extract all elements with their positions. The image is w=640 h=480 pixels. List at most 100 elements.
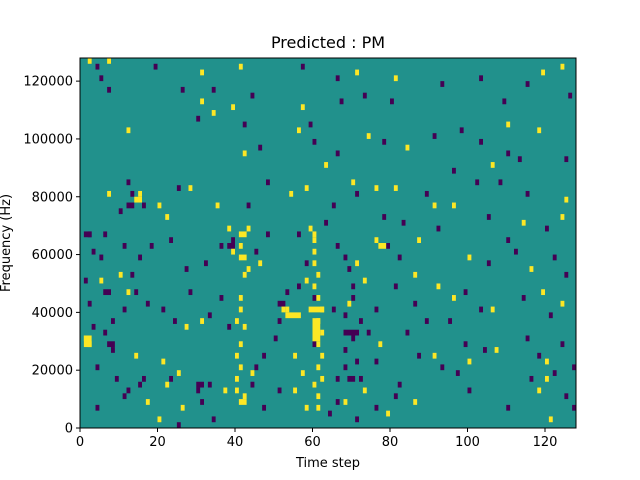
heatmap-cell-high [467, 358, 472, 365]
heatmap-cell-high [250, 370, 255, 376]
heatmap-cell-low [347, 375, 356, 382]
heatmap-cell-high [242, 323, 247, 330]
heatmap-cell-low [103, 289, 111, 296]
heatmap-cell-low [111, 347, 115, 353]
heatmap-cell-high [494, 347, 499, 353]
heatmap-cell-high [432, 352, 437, 359]
heatmap-cell-low [335, 243, 340, 249]
heatmap-cell-low [424, 190, 429, 197]
heatmap-cell-low [91, 323, 96, 330]
heatmap-cell-high [134, 352, 139, 359]
heatmap-cell-low [452, 167, 456, 174]
heatmap-cell-low [250, 92, 255, 99]
heatmap-cell-low [479, 138, 484, 145]
heatmap-cell-low [250, 381, 255, 388]
heatmap-cell-low [362, 92, 367, 99]
heatmap-cell-high [289, 190, 294, 197]
plot-background [80, 58, 576, 428]
heatmap-cell-low [382, 138, 387, 145]
heatmap-cell-low [130, 190, 135, 197]
y-tick-label: 40000 [32, 306, 73, 321]
heatmap-cell-high [238, 341, 243, 348]
heatmap-cell-high [231, 248, 236, 255]
heatmap-cell-low [397, 381, 402, 388]
heatmap-cell-low [184, 266, 189, 272]
heatmap-cell-high [99, 277, 104, 284]
heatmap-cell-low [211, 86, 216, 93]
x-axis-label: Time step [295, 456, 360, 471]
heatmap-cell-high [238, 399, 247, 405]
heatmap-cell-high [405, 144, 410, 151]
heatmap-cells [83, 58, 577, 428]
heatmap-cell-high [521, 219, 526, 226]
heatmap-cell-low [459, 127, 464, 134]
heatmap-cell-low [297, 231, 301, 238]
heatmap-cell-low [277, 387, 282, 394]
heatmap-cell-high [351, 179, 356, 186]
heatmap-cell-low [347, 266, 352, 272]
heatmap-cell-high [320, 329, 325, 336]
heatmap-cell-low [142, 202, 146, 209]
heatmap-cell-high [374, 185, 379, 191]
heatmap-cell-high [238, 254, 247, 261]
heatmap-cell-low [173, 318, 177, 324]
heatmap-cell-high [308, 225, 313, 232]
heatmap-cell-low [95, 364, 100, 371]
heatmap-cell-high [417, 237, 422, 243]
heatmap-cell-low [219, 243, 224, 249]
heatmap-cell-high [537, 387, 542, 394]
heatmap-cell-high [215, 202, 220, 209]
heatmap-cell-high [246, 225, 251, 232]
heatmap-cell-high [246, 266, 251, 272]
heatmap-cell-high [238, 364, 243, 371]
heatmap-cell-low [448, 318, 453, 324]
heatmap-cell-high [564, 196, 569, 203]
y-axis-label: Frequency (Hz) [0, 194, 14, 292]
heatmap-cell-low [440, 81, 445, 87]
heatmap-cell-low [145, 300, 150, 307]
heatmap-cell-low [103, 231, 108, 238]
heatmap-cell-low [413, 300, 418, 307]
heatmap-cell-low [405, 329, 410, 336]
heatmap-cell-low [386, 243, 391, 249]
heatmap-cell-low [328, 410, 332, 417]
heatmap-cell-low [277, 318, 282, 324]
heatmap-cell-low [231, 237, 236, 243]
heatmap-cell-low [572, 404, 577, 411]
heatmap-cell-low [335, 399, 340, 405]
heatmap-cell-high [126, 289, 131, 296]
heatmap-cell-high [161, 358, 166, 365]
heatmap-cell-low [355, 190, 360, 197]
heatmap-cell-low [204, 260, 208, 267]
heatmap-cell-high [258, 260, 263, 267]
heatmap-cell-high [452, 295, 456, 301]
x-tick-label: 120 [533, 435, 558, 450]
chart-title: Predicted : PM [271, 33, 385, 52]
heatmap-cell-high [374, 237, 379, 243]
heatmap-cell-high [238, 306, 243, 313]
heatmap-cell-low [196, 115, 201, 122]
heatmap-cell-low [548, 312, 553, 319]
x-tick-label: 100 [455, 435, 480, 450]
heatmap-cell-high [285, 306, 290, 313]
heatmap-cell-high [126, 127, 131, 134]
heatmap-cell-low [514, 248, 518, 255]
heatmap-cell-low [188, 289, 193, 296]
heatmap-cell-low [99, 254, 104, 261]
heatmap-cell-low [440, 364, 445, 371]
heatmap-cell-low [359, 318, 363, 324]
heatmap-cell-low [463, 289, 468, 296]
heatmap-cell-low [107, 86, 112, 93]
heatmap-cell-high [242, 271, 247, 278]
heatmap-cell-low [374, 306, 379, 313]
heatmap-cell-low [87, 300, 92, 307]
heatmap-cell-low [463, 341, 468, 348]
heatmap-cell-high [157, 202, 162, 209]
heatmap-cell-low [432, 133, 437, 139]
heatmap-cell-high [316, 404, 321, 411]
heatmap-cell-high [87, 58, 92, 64]
heatmap-cell-low [312, 341, 317, 348]
heatmap-cell-high [157, 416, 162, 423]
heatmap-cell-low [169, 375, 174, 382]
